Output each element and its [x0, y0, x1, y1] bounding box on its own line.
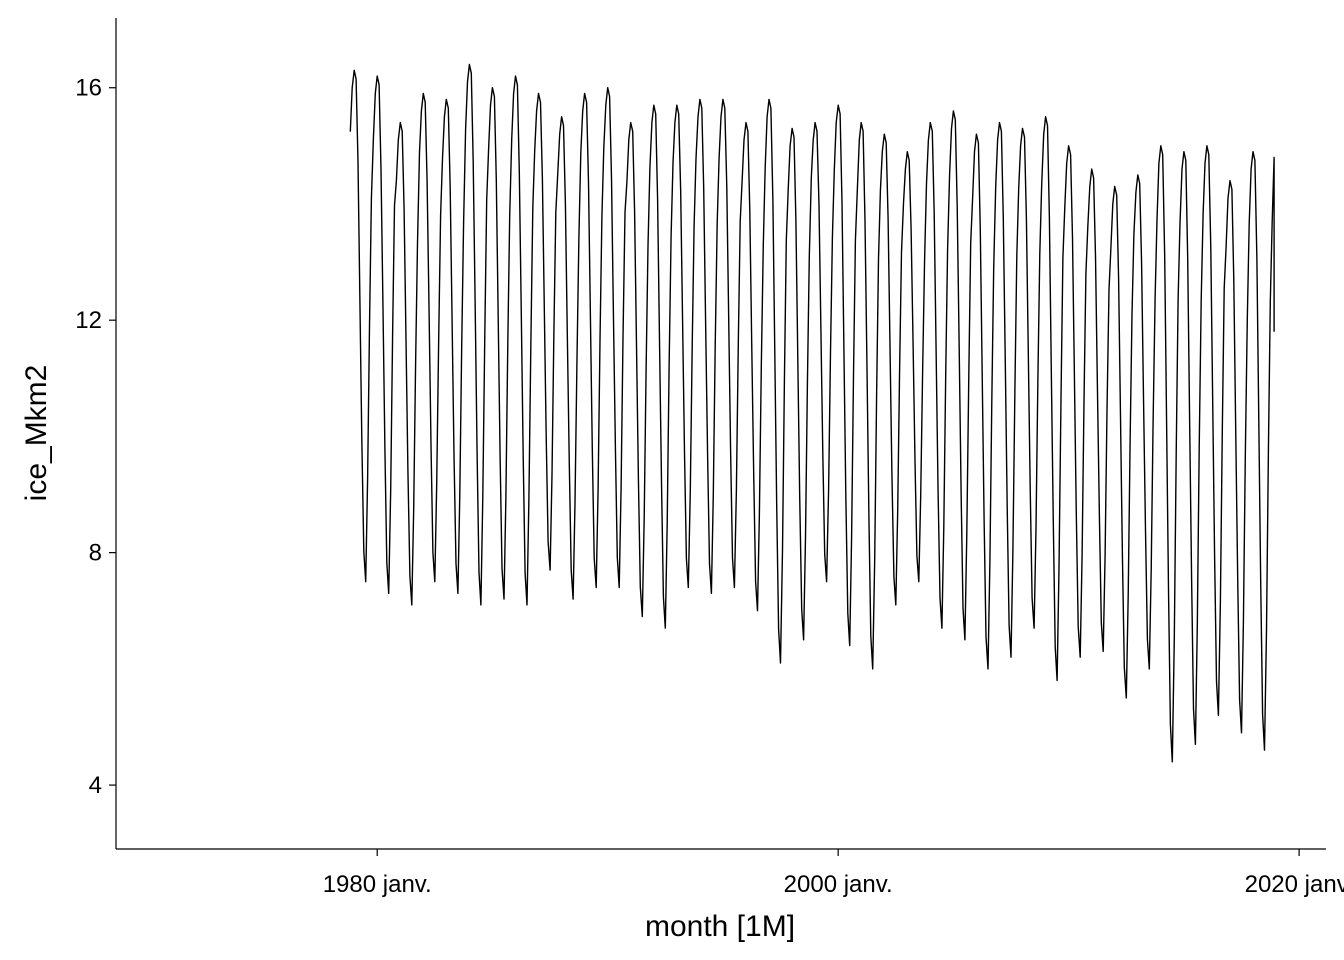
y-tick-label: 12 — [75, 307, 102, 334]
y-axis-title: ice_Mkm2 — [20, 365, 53, 502]
series-line — [349, 63, 1275, 763]
x-tick-label: 2000 janv. — [784, 871, 893, 898]
x-tick-label: 1980 janv. — [323, 871, 432, 898]
y-tick-label: 8 — [89, 540, 102, 567]
x-tick-label: 2020 janv. — [1245, 871, 1344, 898]
y-ticks: 4 8 12 16 — [75, 75, 116, 799]
x-ticks: 1980 janv. 2000 janv. 2020 janv. — [323, 849, 1344, 898]
y-tick-label: 4 — [89, 772, 102, 799]
y-tick-label: 16 — [75, 75, 102, 102]
x-axis-title: month [1M] — [645, 910, 795, 943]
plot-area — [349, 63, 1275, 763]
